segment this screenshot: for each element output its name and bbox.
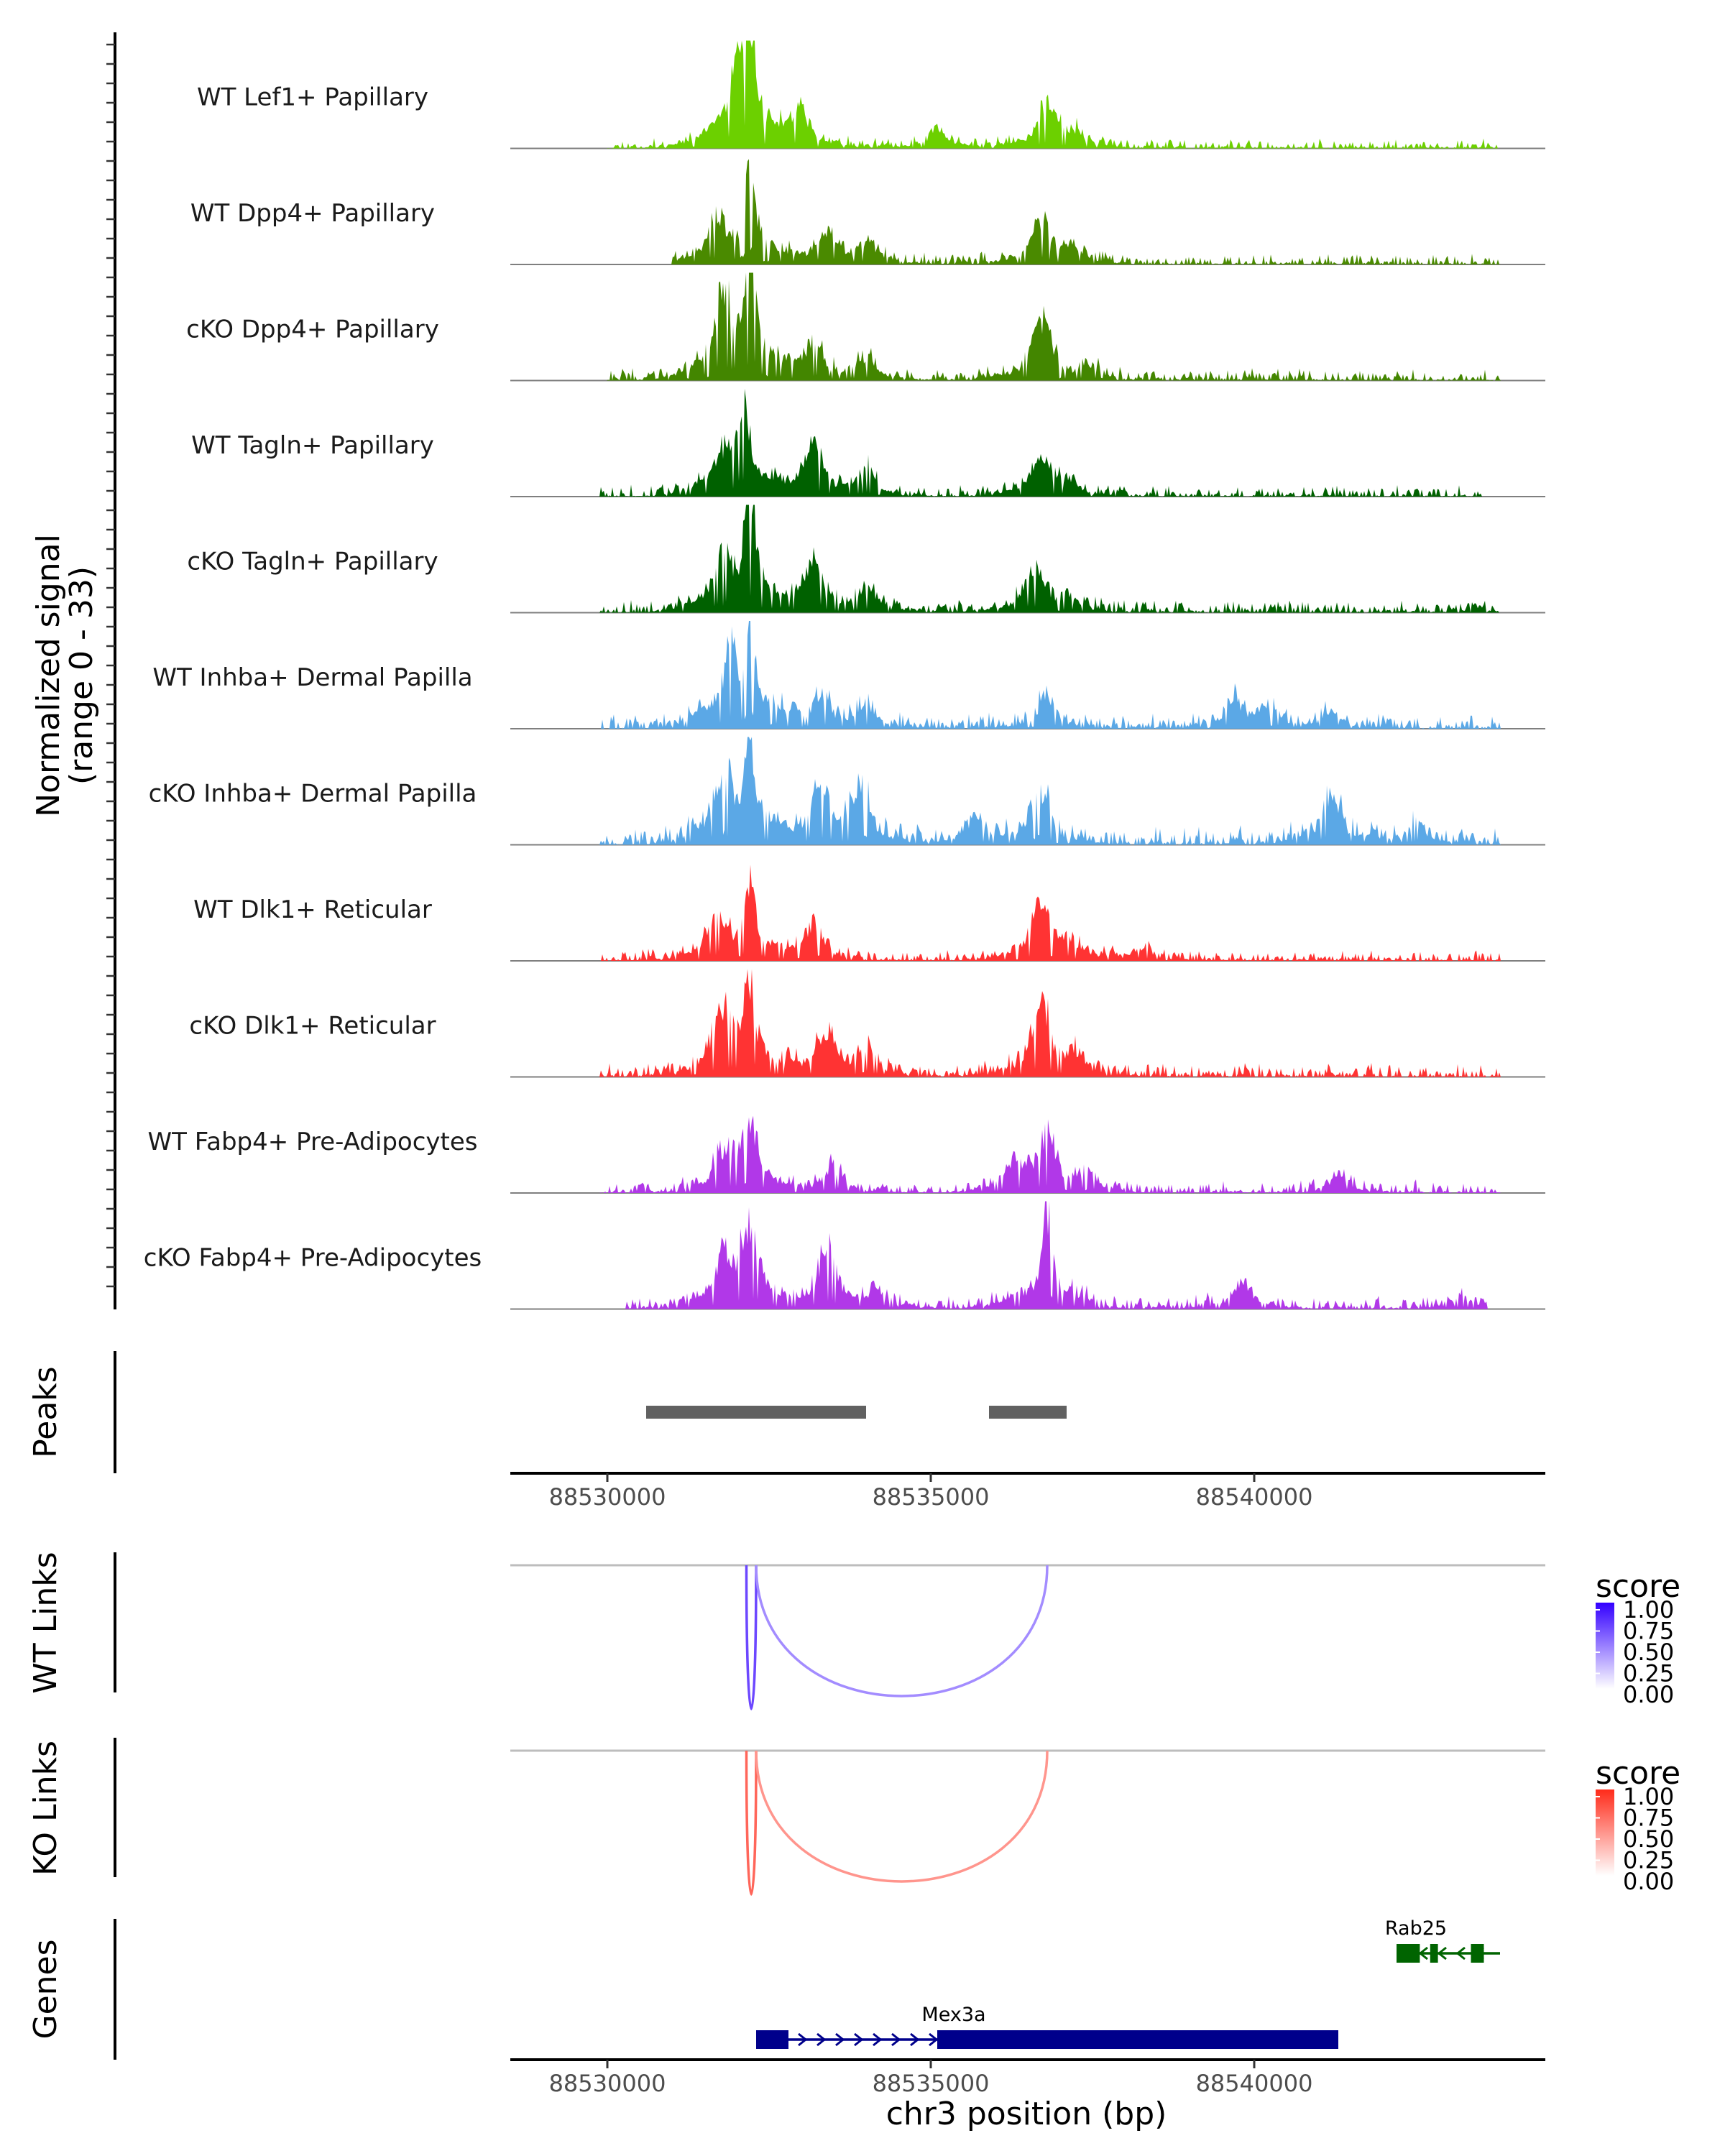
peaks-panel: Peaks 88530000 88535000 88540000 [27,1351,1545,1511]
x-axis-bottom-ticks: 88530000 88535000 88540000 [549,2060,1313,2097]
x-tick-label: 88530000 [549,2070,666,2097]
strand-chevron [910,2032,920,2047]
coverage-track: cKO Dpp4+ Papillary [186,272,1545,382]
gene-model: Rab25 [1385,1917,1500,1963]
coverage-track-label: cKO Fabp4+ Pre-Adipocytes [144,1244,482,1273]
strand-chevron [1418,1946,1428,1961]
gene-model: Mex3a [756,2004,1338,2049]
coverage-track: WT Dlk1+ Reticular [193,865,1545,962]
coverage-area [510,40,1545,149]
legend-colorbar [1596,1789,1614,1876]
legend-tick-label: 0.00 [1623,1681,1674,1708]
coverage-area [510,389,1545,497]
coverage-ylabel-line2: (range 0 - 33) [63,566,100,785]
legend-tick-label: 1.00 [1623,1596,1674,1623]
gene-exon [1471,1944,1484,1963]
x-tick-label: 88535000 [873,2070,990,2097]
peak-region [989,1406,1067,1419]
coverage-track-label: cKO Inhba+ Dermal Papilla [149,780,477,808]
coverage-track: WT Fabp4+ Pre-Adipocytes [148,1115,1545,1194]
legend-tick-label: 0.50 [1623,1825,1674,1853]
coverage-area [510,1201,1545,1309]
legend-tick-label: 0.50 [1623,1639,1674,1666]
strand-chevron [891,2032,901,2047]
legend-title: score [1596,1568,1680,1605]
coverage-track: WT Tagln+ Papillary [191,389,1545,497]
peaks-regions [646,1406,1067,1419]
gene-exon [1430,1944,1438,1963]
strand-chevron [835,2032,845,2047]
strand-chevron [929,2032,939,2047]
coverage-track-label: WT Dpp4+ Papillary [190,199,435,228]
coverage-area [510,865,1545,961]
gene-name-label: Rab25 [1385,1917,1447,1940]
coverage-tracks: WT Lef1+ Papillary WT Dpp4+ Papillary cKO … [144,40,1545,1310]
coverage-track-label: cKO Dpp4+ Papillary [186,315,439,344]
gene-models: Mex3a Rab25 [756,1917,1500,2049]
x-axis-top-ticks: 88530000 88535000 88540000 [549,1473,1313,1511]
legend-tick-label: 0.25 [1623,1847,1674,1874]
coverage-track: cKO Fabp4+ Pre-Adipocytes [144,1201,1545,1310]
links-track-label: KO Links [27,1741,64,1876]
x-tick-label: 88540000 [1196,2070,1313,2097]
peak-region [646,1406,866,1419]
x-tick-label: 88530000 [549,1483,666,1511]
coverage-panel: WT Lef1+ Papillary WT Dpp4+ Papillary cKO … [30,32,1545,1310]
gene-name-label: Mex3a [921,2004,985,2026]
coverage-track-label: WT Dlk1+ Reticular [193,895,432,924]
gene-exon [937,2030,1338,2049]
link-arc [745,1565,758,1710]
gene-exon [756,2030,788,2049]
legend-title: score [1596,1755,1680,1792]
legend-tick-label: 0.00 [1623,1868,1674,1895]
link-arc [755,1750,1049,1883]
link-arc [755,1565,1049,1697]
coverage-track-label: cKO Dlk1+ Reticular [189,1012,436,1041]
gene-exon [1397,1944,1420,1963]
x-axis-title: chr3 position (bp) [886,2096,1167,2132]
legend-tick-label: 0.75 [1623,1805,1674,1832]
links-track-label: WT Links [27,1552,64,1693]
coverage-area [510,1115,1545,1193]
coverage-track: WT Inhba+ Dermal Papilla [152,621,1545,729]
coverage-area [510,621,1545,729]
coverage-track: WT Lef1+ Papillary [197,40,1545,149]
legend-tick-label: 0.25 [1623,1660,1674,1687]
coverage-track: WT Dpp4+ Papillary [190,159,1545,265]
coverage-area [510,505,1545,613]
coverage-track-label: WT Lef1+ Papillary [197,83,428,112]
strand-chevron [1437,1946,1447,1961]
coverage-area [510,272,1545,381]
peaks-track-label: Peaks [27,1366,64,1457]
coverage-track-label: cKO Tagln+ Papillary [187,548,438,576]
legend-tick-label: 0.75 [1623,1618,1674,1645]
x-tick-label: 88535000 [873,1483,990,1511]
coverage-track-label: WT Inhba+ Dermal Papilla [152,663,472,692]
genes-panel: Genes Mex3a Rab25 88530000 88535000 8854000… [27,1917,1545,2132]
coverage-area [510,969,1545,1077]
strand-chevron [873,2032,883,2047]
coverage-track: cKO Dlk1+ Reticular [189,969,1545,1078]
coverage-area [510,737,1545,845]
coverage-ylabel-line1: Normalized signal [30,534,67,817]
coverage-track-label: WT Fabp4+ Pre-Adipocytes [148,1128,478,1156]
coverage-track-label: WT Tagln+ Papillary [191,431,434,460]
link-arc [745,1750,758,1896]
genes-track-label: Genes [27,1939,64,2039]
legend-colorbar [1596,1603,1614,1689]
strand-chevron [1455,1946,1466,1961]
coverage-track: cKO Inhba+ Dermal Papilla [149,737,1545,846]
legend-tick-label: 1.00 [1623,1783,1674,1810]
coverage-track: cKO Tagln+ Papillary [187,505,1545,614]
x-tick-label: 88540000 [1196,1483,1313,1511]
strand-chevron [798,2032,808,2047]
strand-chevron [816,2032,827,2047]
coverage-area [510,159,1545,264]
strand-chevron [854,2032,864,2047]
coverage-y-ticks [106,43,115,1288]
